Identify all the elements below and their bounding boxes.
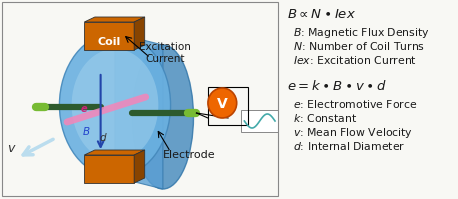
- Text: V: V: [217, 97, 228, 111]
- Text: $N$: Number of Coil Turns: $N$: Number of Coil Turns: [293, 40, 425, 52]
- Polygon shape: [134, 17, 145, 50]
- Polygon shape: [134, 150, 145, 183]
- Polygon shape: [84, 155, 134, 183]
- Text: Electrode: Electrode: [163, 150, 216, 160]
- Text: $e = k \bullet B \bullet v \bullet d$: $e = k \bullet B \bullet v \bullet d$: [288, 79, 387, 93]
- Text: v: v: [7, 142, 14, 155]
- Polygon shape: [84, 22, 134, 50]
- Bar: [208, 87, 248, 125]
- Bar: [241, 110, 278, 132]
- Ellipse shape: [132, 45, 193, 189]
- Circle shape: [208, 88, 237, 118]
- Ellipse shape: [71, 49, 158, 161]
- Bar: [2, 2, 278, 196]
- Text: $d$: Internal Diameter: $d$: Internal Diameter: [293, 140, 406, 152]
- Polygon shape: [115, 33, 163, 189]
- Text: $v$: Mean Flow Velocity: $v$: Mean Flow Velocity: [293, 126, 413, 140]
- Polygon shape: [84, 150, 145, 155]
- Ellipse shape: [60, 33, 170, 177]
- Text: e: e: [81, 104, 87, 114]
- Text: Coil: Coil: [98, 37, 121, 47]
- Text: $k$: Constant: $k$: Constant: [293, 112, 357, 124]
- Text: $B \propto N \bullet Iex$: $B \propto N \bullet Iex$: [288, 8, 357, 21]
- Text: $e$: Electromotive Force: $e$: Electromotive Force: [293, 98, 418, 110]
- Polygon shape: [84, 17, 145, 22]
- Text: B: B: [83, 127, 90, 137]
- Text: d: d: [99, 133, 106, 143]
- Text: Excitation
Current: Excitation Current: [139, 42, 191, 64]
- Text: $Iex$: Excitation Current: $Iex$: Excitation Current: [293, 54, 417, 66]
- Text: $B$: Magnetic Flux Density: $B$: Magnetic Flux Density: [293, 26, 430, 40]
